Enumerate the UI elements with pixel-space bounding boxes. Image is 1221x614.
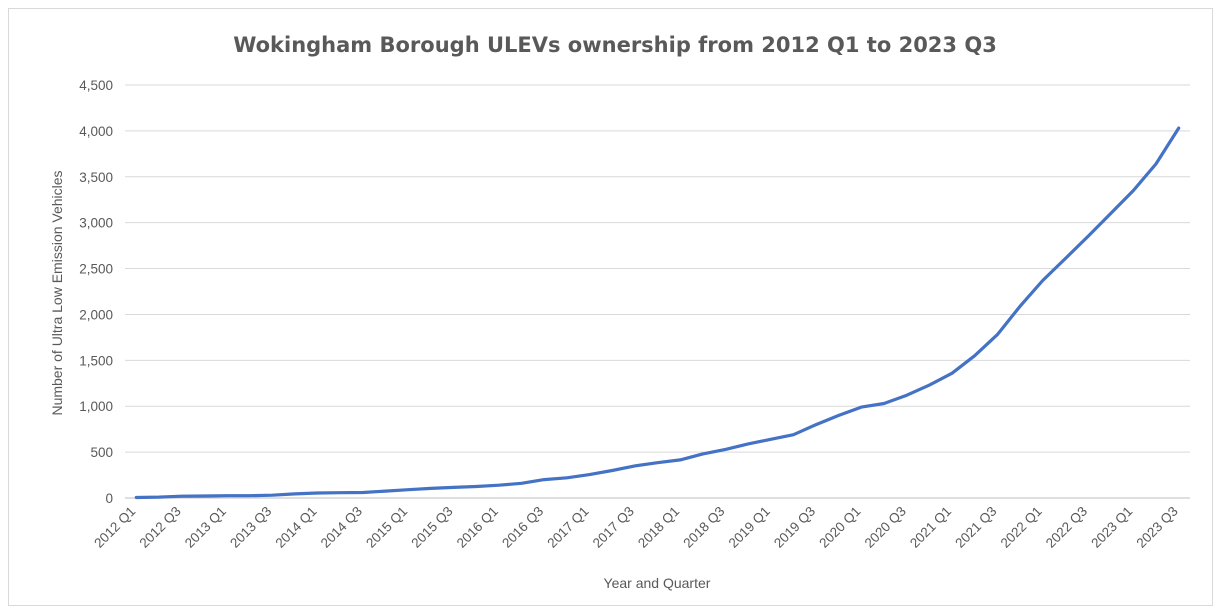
- x-tick-label: 2021 Q1: [907, 504, 954, 551]
- x-tick-label: 2014 Q1: [272, 504, 319, 551]
- x-tick-label: 2015 Q1: [363, 504, 410, 551]
- y-tick-label: 1,500: [79, 353, 113, 368]
- x-tick-label: 2014 Q3: [318, 504, 365, 551]
- y-axis-ticks: 0 500 1,000 1,500 2,000 2,500 3,000 3,500 4,000 4…: [79, 78, 113, 506]
- x-tick-label: 2019 Q3: [771, 504, 818, 551]
- y-tick-label: 0: [105, 491, 113, 506]
- y-tick-label: 4,000: [79, 124, 113, 139]
- x-tick-label: 2012 Q1: [91, 504, 138, 551]
- x-tick-label: 2021 Q3: [952, 504, 999, 551]
- series-layer: [134, 126, 1181, 500]
- y-tick-label: 4,500: [79, 78, 113, 93]
- x-tick-label: 2022 Q3: [1043, 504, 1090, 551]
- x-tick-label: 2016 Q3: [499, 504, 546, 551]
- x-tick-label: 2018 Q3: [680, 504, 727, 551]
- x-tick-label: 2013 Q3: [227, 504, 274, 551]
- y-tick-label: 500: [90, 445, 113, 460]
- x-tick-label: 2023 Q3: [1134, 504, 1181, 551]
- y-tick-label: 1,000: [79, 399, 113, 414]
- series-line: [134, 126, 1181, 500]
- x-tick-label: 2016 Q1: [454, 504, 501, 551]
- x-tick-label: 2022 Q1: [998, 504, 1045, 551]
- x-tick-label: 2017 Q1: [544, 504, 591, 551]
- gridlines: [125, 84, 1190, 499]
- x-tick-label: 2020 Q3: [862, 504, 909, 551]
- x-tick-label: 2023 Q1: [1088, 504, 1135, 551]
- x-tick-label: 2018 Q1: [635, 504, 682, 551]
- x-tick-label: 2017 Q3: [590, 504, 637, 551]
- x-tick-label: 2015 Q3: [408, 504, 455, 551]
- x-tick-label: 2013 Q1: [182, 504, 229, 551]
- chart-frame: [8, 8, 1213, 606]
- y-axis-label: Number of Ultra Low Emission Vehicles: [49, 170, 65, 415]
- x-axis-label: Year and Quarter: [604, 575, 711, 591]
- x-tick-label: 2012 Q3: [137, 504, 184, 551]
- y-tick-label: 2,500: [79, 262, 113, 277]
- chart-title: Wokingham Borough ULEVs ownership from 2…: [233, 33, 997, 57]
- y-tick-label: 2,000: [79, 307, 113, 322]
- y-tick-label: 3,500: [79, 170, 113, 185]
- x-tick-label: 2020 Q1: [816, 504, 863, 551]
- x-tick-label: 2019 Q1: [726, 504, 773, 551]
- y-tick-label: 3,000: [79, 216, 113, 231]
